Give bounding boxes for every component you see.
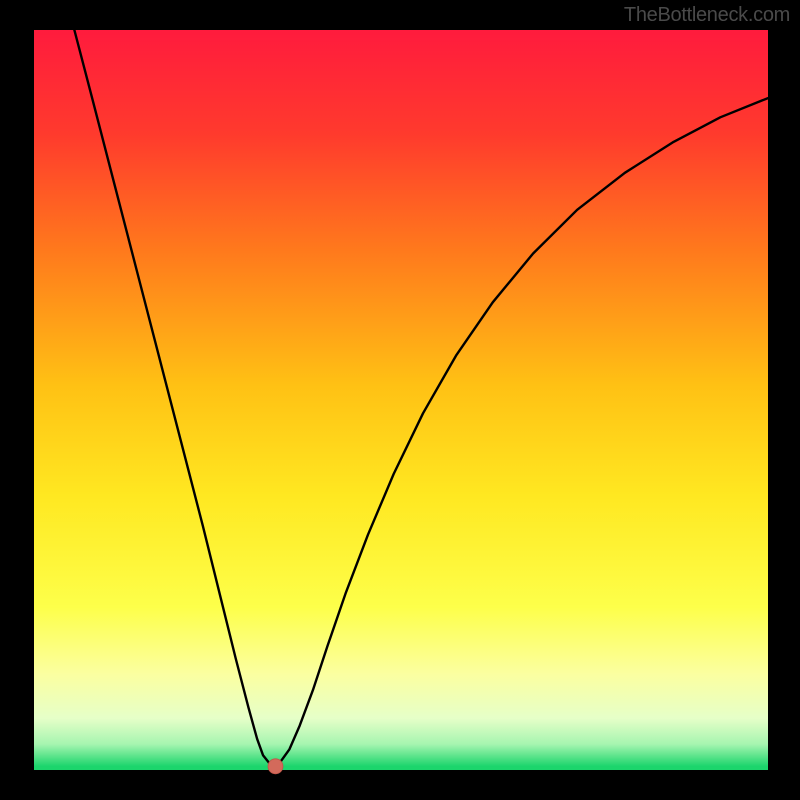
watermark-text: TheBottleneck.com xyxy=(624,4,790,27)
bottleneck-chart xyxy=(0,0,800,800)
chart-frame: TheBottleneck.com xyxy=(0,0,800,800)
optimum-marker xyxy=(268,759,283,774)
plot-background xyxy=(34,30,768,770)
